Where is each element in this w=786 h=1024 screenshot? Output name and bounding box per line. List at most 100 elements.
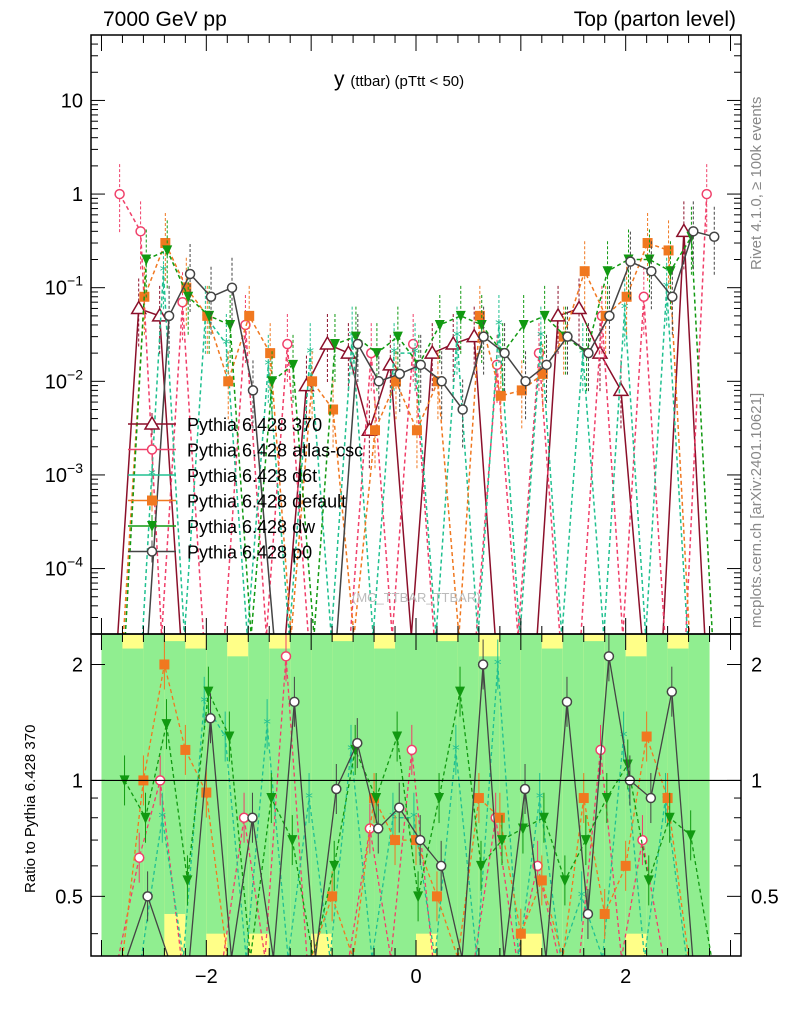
- data-point-default: [307, 376, 318, 387]
- ratio-point-d6t: *: [389, 809, 397, 827]
- data-point-p0: [478, 331, 489, 342]
- ratio-point-default: [578, 793, 589, 804]
- data-point-dw: [204, 310, 215, 322]
- ratio-point-p0: [373, 823, 384, 834]
- data-point-dw: [288, 359, 299, 371]
- ratio-point-p0: [247, 812, 258, 823]
- ratio-point-d6t: *: [347, 741, 355, 759]
- data-point-p0: [499, 347, 510, 359]
- ratio-point-default: [201, 787, 212, 798]
- ratio-point-d6t: *: [159, 809, 167, 827]
- ratio-point-default: [494, 812, 505, 823]
- data-point-dw: [350, 331, 361, 343]
- data-point-p0: [562, 331, 573, 342]
- ratio-point-p0: [435, 860, 447, 872]
- ratio-point-p0: [582, 908, 594, 920]
- data-point-default: [160, 238, 171, 249]
- band-inner-bin: [436, 641, 458, 956]
- band-inner-bin: [143, 634, 165, 956]
- legend-marker-d6t: *: [148, 466, 156, 484]
- data-point-default: [474, 310, 485, 321]
- ratio-point-d6t: *: [578, 887, 586, 905]
- ratio-point-p0: [205, 713, 216, 724]
- legend-marker-p0: [146, 546, 158, 557]
- y-tick-label: 10−4: [45, 554, 83, 581]
- data-point-default: [244, 310, 255, 321]
- data-point-dw: [476, 319, 487, 331]
- band-inner-bin: [520, 634, 542, 934]
- data-point-dw: [371, 348, 382, 360]
- data-point-dw: [183, 291, 194, 303]
- data-point-p0: [184, 268, 196, 280]
- data-point-default: [663, 245, 674, 256]
- band-inner-bin: [499, 634, 521, 956]
- data-point-p370: [319, 335, 336, 350]
- ratio-point-default: [390, 835, 401, 846]
- data-point-p0: [352, 338, 364, 350]
- data-point-d6t: *: [348, 328, 356, 346]
- band-inner-bin: [101, 634, 123, 956]
- data-point-default: [265, 348, 276, 359]
- data-point-d6t: *: [411, 344, 419, 362]
- data-point-p0: [625, 256, 636, 267]
- y-tick-label: 10−2: [45, 366, 83, 393]
- data-point-p370: [423, 344, 441, 359]
- plot-title-main: y: [334, 68, 345, 91]
- ratio-y-tick-label-right: 0.5: [751, 886, 779, 908]
- ratio-point-p0: [561, 696, 573, 708]
- data-point-atlas: [701, 188, 712, 200]
- ratio-point-d6t: *: [452, 741, 460, 759]
- data-point-dw: [665, 266, 676, 278]
- y-tick-label: 10: [61, 90, 83, 112]
- data-point-d6t: *: [579, 344, 587, 362]
- band-inner-bin: [248, 634, 270, 934]
- ratio-point-dw: [580, 835, 591, 847]
- legend-marker-default: [147, 495, 157, 506]
- data-point-p370: [549, 307, 567, 322]
- data-point-dw: [518, 319, 529, 331]
- data-point-atlas: [407, 338, 419, 350]
- data-point-p0: [415, 359, 426, 371]
- series-line-d6t: [141, 271, 689, 634]
- ratio-point-dw: [664, 812, 675, 824]
- ratio-y-tick-label-right: 1: [751, 770, 762, 792]
- band-inner-bin: [269, 648, 291, 956]
- ratio-point-atlas: [133, 852, 145, 863]
- plot-title-sub: (ttbar) (pTtt < 50): [350, 73, 465, 90]
- data-point-dw: [225, 319, 236, 331]
- data-point-dw: [434, 319, 445, 331]
- data-point-dw: [162, 245, 173, 257]
- ratio-plot-series: **************: [118, 634, 712, 956]
- data-point-dw: [141, 254, 152, 266]
- ratio-y-tick-label-right: 2: [751, 654, 762, 676]
- ratio-point-dw: [685, 830, 696, 842]
- rivet-label: Rivet 4.1.0, ≥ 100k events: [748, 96, 765, 270]
- ratio-point-p0: [393, 802, 405, 813]
- data-point-p0: [226, 282, 238, 293]
- ratio-point-p0: [666, 686, 678, 697]
- legend-marker-p370: [143, 415, 161, 430]
- data-point-p370: [612, 381, 630, 397]
- ratio-point-d6t: *: [200, 693, 208, 711]
- data-point-p0: [205, 291, 217, 303]
- band-inner-bin: [583, 641, 605, 956]
- ratio-point-default: [641, 731, 652, 742]
- ratio-point-d6t: *: [494, 655, 502, 673]
- ratio-point-default: [662, 793, 673, 804]
- data-point-d6t: *: [537, 328, 545, 346]
- data-point-atlas: [240, 319, 251, 331]
- legend-label-p0: Pythia 6.428 p0: [187, 543, 312, 563]
- data-point-atlas: [282, 338, 293, 350]
- band-inner-bin: [478, 656, 500, 956]
- legend-label-atlas: Pythia 6.428 atlas-csc: [187, 441, 363, 461]
- ratio-point-p0: [603, 651, 615, 662]
- data-point-dw: [392, 331, 403, 343]
- ratio-point-default: [327, 891, 338, 902]
- analysis-watermark: (MC_TTBAR_TTBAR): [352, 590, 481, 605]
- ratio-point-dw: [476, 860, 486, 872]
- data-point-default: [537, 368, 548, 379]
- data-point-p0: [373, 376, 385, 387]
- data-point-d6t: *: [265, 356, 273, 374]
- ratio-point-p0: [477, 659, 489, 670]
